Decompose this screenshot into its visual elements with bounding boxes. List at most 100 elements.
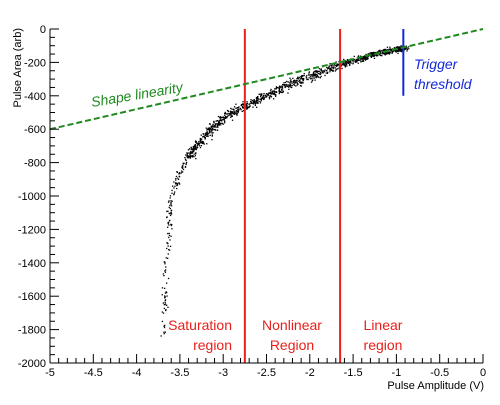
scatter-point (364, 57, 367, 59)
scatter-point (164, 331, 166, 333)
y-tick-label: -2000 (18, 358, 46, 370)
scatter-point (326, 72, 329, 74)
scatter-point (296, 82, 298, 84)
scatter-point (218, 122, 220, 125)
scatter-point (314, 74, 316, 76)
scatter-point (233, 106, 236, 108)
scatter-point (162, 273, 165, 275)
scatter-point (167, 223, 169, 225)
scatter-point (349, 61, 351, 63)
scatter-point (296, 81, 298, 84)
scatter-point (207, 135, 209, 137)
scatter-point (220, 124, 222, 126)
scatter-point (193, 146, 195, 149)
scatter-point (344, 65, 346, 67)
scatter-point (182, 171, 184, 173)
scatter-point (168, 224, 170, 226)
scatter-point (187, 157, 189, 159)
scatter-point (169, 197, 171, 199)
scatter-point (191, 152, 193, 154)
scatter-point (193, 153, 195, 155)
scatter-point (198, 141, 200, 143)
scatter-point (246, 106, 248, 108)
scatter-point (209, 123, 211, 125)
scatter-point (262, 97, 264, 99)
scatter-point (236, 112, 238, 115)
scatter-point (164, 271, 167, 273)
scatter-point (324, 74, 326, 77)
scatter-point (217, 115, 220, 118)
scatter-point (173, 187, 175, 189)
scatter-point (301, 78, 304, 80)
scatter-point (252, 100, 254, 102)
scatter-point (302, 79, 304, 82)
scatter-point (300, 85, 302, 87)
scatter-point (269, 92, 271, 95)
scatter-point (344, 61, 346, 63)
scatter-point (352, 60, 354, 62)
scatter-point (219, 117, 222, 119)
scatter-point (330, 64, 332, 67)
scatter-point (250, 101, 252, 103)
scatter-point (317, 76, 319, 78)
scatter-point (308, 72, 310, 74)
scatter-point (168, 234, 171, 237)
scatter-point (289, 81, 291, 84)
scatter-point (362, 60, 365, 62)
scatter-point (365, 57, 368, 59)
scatter-point (387, 51, 390, 53)
scatter-point (259, 93, 261, 95)
scatter-point (250, 101, 252, 103)
scatter-point (170, 203, 172, 205)
scatter-point (295, 85, 297, 87)
scatter-point (378, 50, 380, 52)
scatter-point (389, 52, 391, 54)
scatter-point (191, 155, 193, 157)
scatter-point (312, 79, 314, 81)
scatter-point (181, 165, 184, 167)
scatter-point (334, 70, 336, 72)
scatter-point (235, 111, 237, 113)
scatter-point (182, 168, 185, 171)
scatter-point (167, 245, 169, 247)
scatter-point (199, 138, 202, 140)
scatter-point (300, 81, 302, 83)
scatter-point (388, 53, 390, 55)
scatter-point (382, 49, 384, 52)
y-tick-label: -600 (24, 124, 46, 136)
scatter-point (372, 54, 374, 56)
scatter-point (326, 70, 328, 72)
y-tick-label: -1800 (18, 325, 46, 337)
scatter-point (298, 76, 300, 79)
scatter-point (199, 146, 202, 149)
scatter-point (161, 320, 164, 323)
scatter-point (273, 98, 275, 100)
scatter-point (165, 309, 167, 311)
scatter-point (211, 130, 213, 132)
scatter-point (384, 54, 386, 56)
scatter-point (168, 200, 170, 202)
scatter-point (288, 85, 290, 87)
scatter-point (199, 145, 201, 147)
scatter-point (300, 77, 302, 79)
scatter-point (399, 47, 401, 49)
scatter-point (230, 112, 232, 114)
scatter-point (203, 143, 205, 145)
scatter-point (249, 105, 251, 107)
scatter-point (329, 63, 331, 65)
scatter-point (275, 88, 277, 90)
scatter-point (189, 155, 191, 158)
scatter-point (213, 124, 215, 126)
scatter-point (283, 84, 285, 87)
scatter-point (296, 84, 298, 86)
scatter-point (294, 80, 296, 82)
scatter-point (163, 303, 165, 306)
scatter-point (218, 120, 221, 122)
scatter-point (202, 136, 204, 138)
scatter-point (335, 61, 337, 63)
scatter-point (296, 80, 298, 82)
scatter-point (350, 60, 352, 62)
scatter-point (202, 133, 205, 135)
scatter-point (301, 75, 304, 77)
x-tick-label: -4.5 (84, 367, 103, 379)
